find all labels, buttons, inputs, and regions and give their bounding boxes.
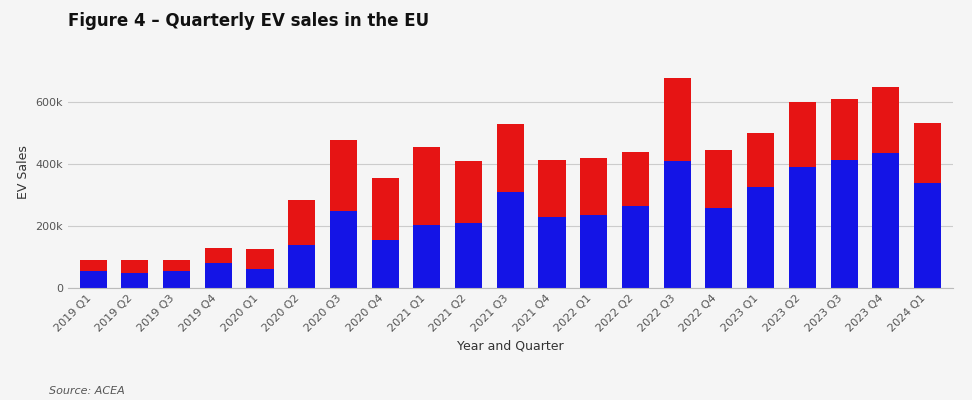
Bar [330,140,357,211]
Bar [622,206,649,288]
Bar [413,147,440,224]
Bar [789,102,816,167]
Bar [664,161,691,288]
Bar [580,158,608,215]
Bar [122,260,149,272]
Bar [830,99,857,160]
Bar [163,260,191,271]
X-axis label: Year and Quarter: Year and Quarter [457,339,564,352]
Bar [914,122,941,183]
Bar [872,154,899,288]
Bar [538,217,566,288]
Bar [80,271,107,288]
Bar [163,271,191,288]
Bar [80,260,107,271]
Bar [789,167,816,288]
Bar [247,249,273,270]
Bar [872,87,899,154]
Bar [330,211,357,288]
Bar [205,248,231,263]
Bar [830,160,857,288]
Bar [371,178,399,240]
Bar [497,192,524,288]
Bar [747,188,774,288]
Bar [706,208,733,288]
Bar [497,124,524,192]
Bar [664,78,691,161]
Bar [455,223,482,288]
Bar [122,272,149,288]
Bar [288,200,315,245]
Bar [455,161,482,223]
Y-axis label: EV Sales: EV Sales [17,145,30,199]
Bar [580,215,608,288]
Bar [288,245,315,288]
Bar [205,263,231,288]
Bar [914,183,941,288]
Text: Figure 4 – Quarterly EV sales in the EU: Figure 4 – Quarterly EV sales in the EU [68,12,430,30]
Bar [747,133,774,188]
Bar [371,240,399,288]
Bar [247,270,273,288]
Text: Source: ACEA: Source: ACEA [49,386,124,396]
Bar [538,160,566,217]
Bar [706,150,733,208]
Bar [622,152,649,206]
Bar [413,224,440,288]
